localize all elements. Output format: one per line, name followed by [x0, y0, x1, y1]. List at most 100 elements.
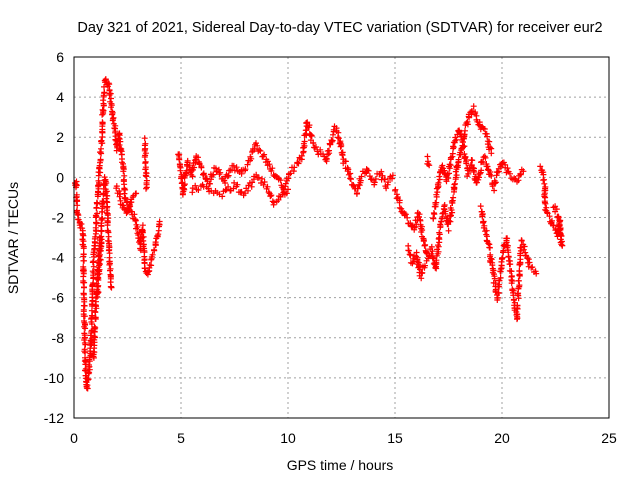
data-point — [151, 247, 158, 254]
data-point — [142, 158, 149, 165]
data-point — [477, 170, 483, 177]
y-axis-label: SDTVAR / TECUs — [5, 182, 21, 294]
data-point — [184, 157, 191, 164]
y-tick-label: -4 — [52, 250, 65, 266]
data-point — [429, 248, 436, 255]
data-point — [438, 218, 445, 225]
data-point — [93, 298, 99, 305]
data-point — [80, 232, 87, 239]
data-point — [222, 180, 229, 186]
data-point — [81, 340, 88, 346]
data-point — [446, 165, 453, 172]
x-tick-label: 0 — [70, 430, 78, 446]
data-point — [115, 135, 122, 142]
data-point — [105, 237, 111, 244]
data-point — [335, 129, 342, 136]
data-point — [120, 168, 127, 175]
data-point — [113, 183, 120, 190]
data-point — [230, 162, 237, 169]
data-points — [72, 76, 566, 392]
data-point — [142, 166, 149, 173]
tick-labels: 0 5 10 15 20 25 -12 -10 -8 -6 -4 -2 0 2 4 6 — [44, 49, 617, 446]
data-point — [463, 160, 470, 167]
data-point — [330, 131, 336, 138]
data-point — [371, 179, 378, 186]
data-point — [96, 245, 103, 252]
data-point — [507, 261, 514, 268]
data-point — [126, 202, 133, 209]
data-point — [219, 193, 226, 200]
data-point — [80, 245, 87, 252]
data-point — [143, 185, 149, 192]
data-point — [105, 247, 112, 254]
data-point — [125, 207, 132, 214]
data-point — [492, 280, 499, 287]
data-point — [413, 249, 420, 256]
data-point — [478, 167, 485, 174]
data-point — [97, 169, 104, 176]
data-point — [98, 138, 105, 145]
data-point — [261, 179, 268, 185]
data-point — [517, 171, 524, 178]
data-point — [249, 179, 256, 186]
data-point — [93, 213, 100, 220]
data-point — [108, 284, 115, 291]
data-point — [101, 174, 108, 181]
data-point — [447, 162, 454, 169]
data-point — [269, 165, 276, 172]
data-point — [245, 187, 251, 194]
data-point — [85, 376, 91, 383]
data-point — [104, 222, 111, 229]
data-point — [347, 176, 354, 182]
data-point — [95, 177, 102, 184]
data-point — [546, 213, 553, 220]
data-point — [233, 164, 240, 171]
x-axis-label: GPS time / hours — [287, 457, 394, 473]
data-point — [430, 215, 437, 222]
data-point — [420, 238, 427, 245]
data-point — [94, 210, 101, 217]
data-point — [413, 221, 420, 228]
data-point — [459, 139, 466, 146]
data-point — [133, 190, 140, 197]
data-point — [81, 295, 88, 301]
plot-frame — [73, 56, 610, 419]
data-point — [526, 259, 533, 266]
y-tick-label: 6 — [56, 49, 64, 65]
data-point — [557, 236, 564, 243]
data-point — [509, 278, 516, 284]
data-point — [117, 191, 124, 198]
data-point — [294, 159, 301, 166]
data-point — [81, 257, 87, 264]
data-point — [207, 180, 213, 187]
data-point — [496, 277, 503, 284]
data-point — [479, 213, 486, 220]
data-point — [529, 264, 536, 271]
data-point — [95, 250, 102, 257]
data-point — [383, 185, 390, 192]
data-point — [476, 119, 483, 126]
data-point — [106, 92, 113, 98]
data-point — [441, 203, 448, 210]
data-point — [89, 297, 96, 304]
data-point — [91, 345, 98, 352]
data-point — [99, 215, 106, 222]
data-point — [313, 144, 319, 150]
data-point — [81, 346, 88, 353]
data-point — [499, 254, 506, 261]
data-point — [104, 192, 111, 199]
data-point — [518, 237, 525, 244]
data-point — [338, 142, 345, 149]
data-point — [177, 167, 184, 174]
data-point — [238, 188, 245, 195]
y-tick-label: -12 — [44, 410, 64, 426]
data-point — [466, 114, 473, 121]
data-point — [471, 168, 477, 175]
data-point — [301, 138, 308, 145]
data-point — [491, 275, 498, 282]
data-point — [83, 359, 89, 366]
data-point — [101, 89, 108, 96]
data-point — [287, 170, 294, 177]
data-point — [470, 103, 477, 110]
data-point — [244, 161, 251, 168]
